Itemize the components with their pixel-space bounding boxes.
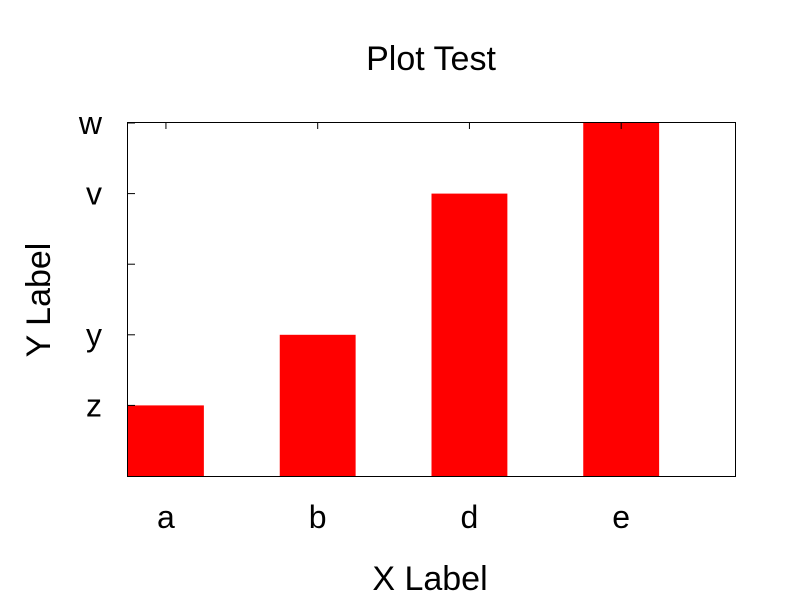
y-tick-labels: zy vw — [78, 105, 103, 423]
y-tick-label-z: z — [86, 387, 102, 423]
x-tick-label-a: a — [157, 499, 175, 535]
x-axis-label: X Label — [372, 560, 487, 598]
bar-d — [431, 193, 508, 476]
bar-e — [583, 123, 660, 476]
bar-a — [128, 405, 204, 476]
bar-b — [279, 334, 356, 476]
x-tick-label-d: d — [461, 499, 479, 535]
x-tick-label-e: e — [612, 499, 630, 535]
y-tick-label-w: w — [78, 105, 103, 141]
ticks-layer — [128, 122, 622, 406]
x-tick-label-b: b — [309, 499, 327, 535]
y-tick-label-y: y — [86, 317, 102, 353]
bars-layer — [128, 123, 660, 476]
chart-title: Plot Test — [366, 40, 496, 78]
y-axis-label: Y Label — [20, 243, 58, 358]
y-tick-label-v: v — [86, 176, 102, 212]
plot-area-frame — [127, 122, 736, 477]
